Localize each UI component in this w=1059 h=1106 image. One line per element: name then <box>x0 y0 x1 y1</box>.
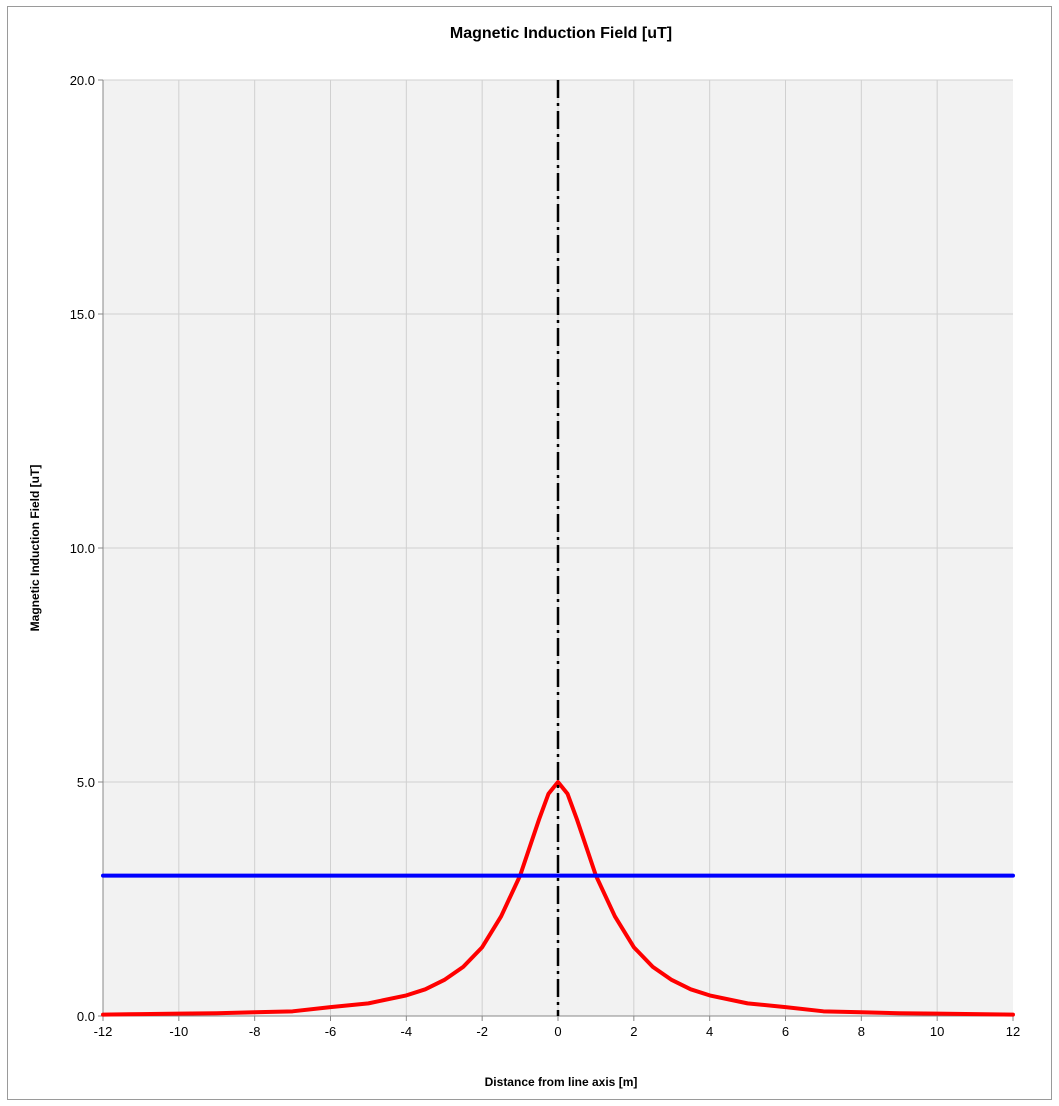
x-axis-label: Distance from line axis [m] <box>485 1075 638 1089</box>
y-axis-label: Magnetic Induction Field [uT] <box>28 465 42 632</box>
x-tick-label: -8 <box>249 1024 261 1039</box>
x-tick-label: 10 <box>930 1024 944 1039</box>
x-tick-label: 8 <box>858 1024 865 1039</box>
x-tick-label: 2 <box>630 1024 637 1039</box>
chart-title: Magnetic Induction Field [uT] <box>450 25 672 42</box>
x-tick-label: -12 <box>94 1024 113 1039</box>
chart-frame: -12 -10 -8 -6 -4 -2 0 2 4 6 8 10 12 0.0 5.0 10.0 15.0 20.… <box>7 6 1052 1100</box>
field-curve <box>101 780 1015 1017</box>
x-tick-label: -6 <box>325 1024 337 1039</box>
x-tick-label: 4 <box>706 1024 713 1039</box>
y-tick-label: 20.0 <box>70 73 95 88</box>
x-tick-label: 12 <box>1006 1024 1020 1039</box>
x-tick-label: -10 <box>169 1024 188 1039</box>
chart-svg: -12 -10 -8 -6 -4 -2 0 2 4 6 8 10 12 0.0 5.0 10.0 15.0 20.… <box>28 25 1021 1089</box>
x-tick-label: 0 <box>554 1024 561 1039</box>
x-tick-label: -2 <box>476 1024 488 1039</box>
tick-labels: -12 -10 -8 -6 -4 -2 0 2 4 6 8 10 12 0.0 5.0 10.0 15.0 20.… <box>70 73 1021 1039</box>
x-tick-label: 6 <box>782 1024 789 1039</box>
y-tick-label: 5.0 <box>77 775 95 790</box>
y-tick-label: 10.0 <box>70 541 95 556</box>
y-tick-label: 15.0 <box>70 307 95 322</box>
y-tick-label: 0.0 <box>77 1009 95 1024</box>
series-layer <box>101 80 1015 1017</box>
x-tick-label: -4 <box>401 1024 413 1039</box>
